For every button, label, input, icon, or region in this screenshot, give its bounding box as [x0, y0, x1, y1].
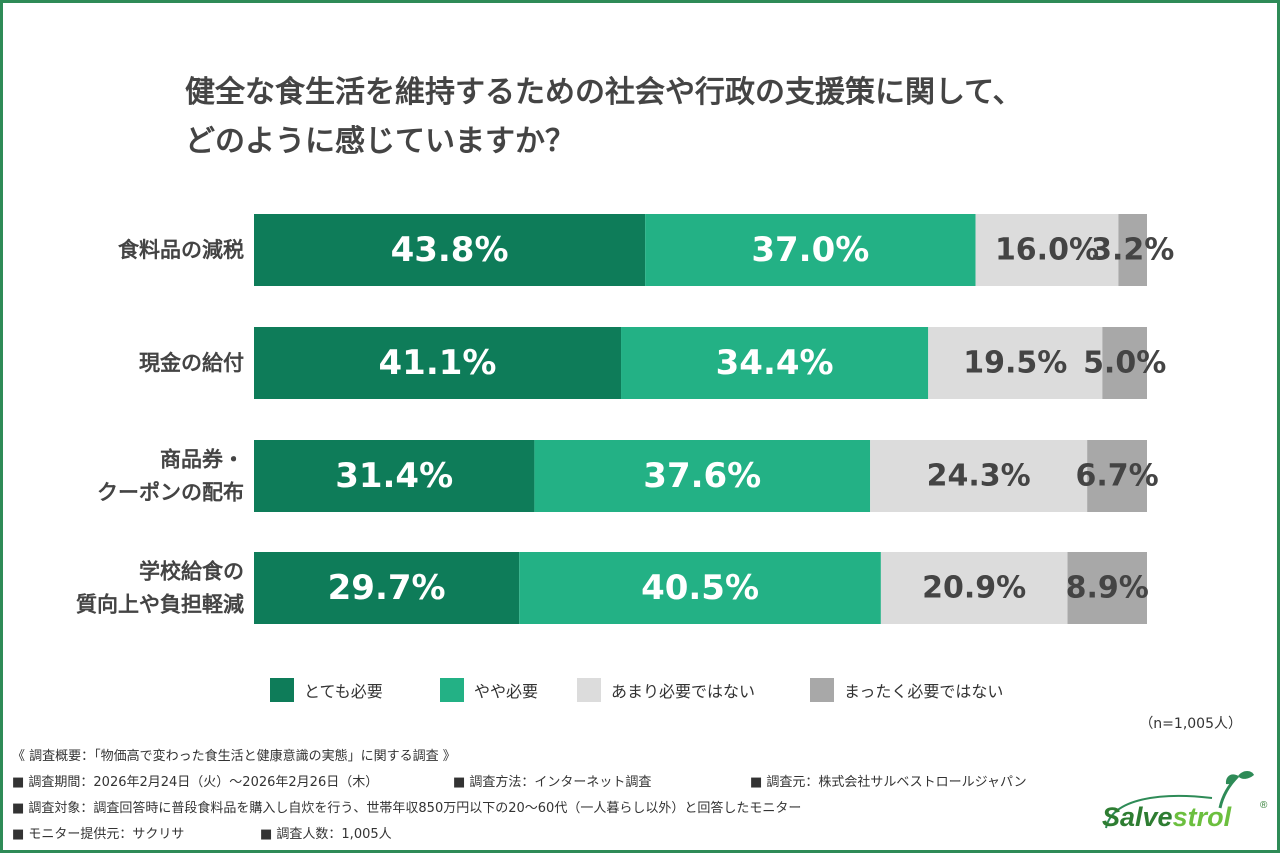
category-label: 食料品の減税: [118, 238, 244, 262]
data-label-somewhat-necessary: 37.6%: [643, 456, 761, 496]
legend-label-not-at-all-necessary: まったく必要ではない: [844, 682, 1004, 701]
category-label: 現金の給付: [139, 351, 244, 375]
chart-title-line-1: 健全な食生活を維持するための社会や行政の支援策に関して、: [185, 75, 1023, 110]
survey-title-note: 《 調査概要：「物価高で変わった食生活と健康意識の実態」に関する調査 》: [12, 749, 456, 764]
data-label-somewhat-necessary: 37.0%: [751, 230, 869, 270]
chart-title-line-2: どのように感じていますか？: [185, 124, 575, 159]
leaf-sprout-icon: [1218, 771, 1254, 809]
logo-wordmark: Salvestrol: [1102, 802, 1232, 832]
data-label-not-at-all-necessary: 5.0%: [1083, 346, 1166, 381]
notes-row-2: ■ 調査期間：2026年2月24日（火）〜2026年2月26日（木） ■ 調査方…: [12, 770, 1102, 796]
legend-swatch-somewhat-necessary: [440, 678, 464, 702]
data-label-very-necessary: 41.1%: [379, 343, 497, 383]
bar-segment-very-necessary: [254, 552, 520, 624]
data-label-somewhat-necessary: 34.4%: [716, 343, 834, 383]
bar-segment-very-necessary: [254, 214, 646, 286]
legend-label-somewhat-necessary: やや必要: [474, 682, 539, 701]
survey-period-note: ■ 調査期間：2026年2月24日（火）〜2026年2月26日（木）: [12, 775, 379, 790]
data-label-somewhat-necessary: 40.5%: [641, 568, 759, 608]
bar-segment-not-very-necessary: [880, 552, 1068, 624]
salvestrol-logo: Salvestrol ®: [1102, 771, 1268, 832]
logo-text-light: strol: [1173, 802, 1232, 832]
data-label-not-at-all-necessary: 6.7%: [1075, 459, 1158, 494]
bar-segment-somewhat-necessary: [534, 440, 871, 512]
legend-swatch-very-necessary: [270, 678, 294, 702]
legend-item-not-at-all-necessary: まったく必要ではない: [810, 678, 1003, 702]
logo-swoosh: [1105, 794, 1213, 829]
legend-label-not-very-necessary: あまり必要ではない: [611, 682, 756, 701]
survey-organizer-note: ■ 調査元：株式会社サルベストロールジャパン: [750, 775, 1027, 790]
data-label-not-at-all-necessary: 8.9%: [1066, 571, 1149, 606]
data-label-not-very-necessary: 16.0%: [995, 233, 1099, 268]
notes-row-1: 《 調査概要：「物価高で変わった食生活と健康意識の実態」に関する調査 》: [12, 744, 1102, 770]
notes-row-4: ■ モニター提供元：サクリサ ■ 調査人数：1,005人: [12, 822, 1102, 848]
survey-target-note: ■ 調査対象：調査回答時に普段食料品を購入し自炊を行う、世帯年収850万円以下の…: [12, 801, 802, 816]
sample-size: （n=1,005人）: [1139, 716, 1242, 732]
legend-item-somewhat-necessary: やや必要: [440, 678, 538, 702]
legend-label-very-necessary: とても必要: [304, 682, 383, 701]
data-label-very-necessary: 43.8%: [391, 230, 509, 270]
data-label-very-necessary: 31.4%: [335, 456, 453, 496]
legend-swatch-not-very-necessary: [577, 678, 601, 702]
bar-segment-not-very-necessary: [928, 327, 1103, 399]
survey-notes: 《 調査概要：「物価高で変わった食生活と健康意識の実態」に関する調査 》 ■ 調…: [12, 744, 1102, 848]
logo-registered-mark: ®: [1260, 800, 1268, 811]
stacked-bar-chart: 食料品の減税 43.8% 37.0% 16.0%3.2% 現金の給付 41.1% 34.4%…: [76, 214, 1174, 624]
bar-segment-very-necessary: [254, 327, 622, 399]
bar-segment-not-at-all-necessary: [1102, 327, 1147, 399]
survey-respondents-note: ■ 調査人数：1,005人: [260, 827, 392, 842]
legend-swatch-not-at-all-necessary: [810, 678, 834, 702]
category-label: 商品券・: [160, 448, 244, 472]
bar-segment-not-at-all-necessary: [1087, 440, 1147, 512]
category-label: 質向上や負担軽減: [76, 593, 244, 617]
data-label-not-at-all-necessary: 3.2%: [1091, 233, 1174, 268]
data-label-not-very-necessary: 20.9%: [922, 571, 1026, 606]
chart-title: 健全な食生活を維持するための社会や行政の支援策に関して、 どのように感じています…: [185, 68, 1185, 166]
data-label-not-very-necessary: 24.3%: [927, 459, 1031, 494]
bar-segment-somewhat-necessary: [519, 552, 881, 624]
bar-segment-somewhat-necessary: [621, 327, 929, 399]
logo-text-dark: Salve: [1102, 802, 1173, 832]
survey-provider-note: ■ モニター提供元：サクリサ: [12, 827, 185, 842]
legend-item-not-very-necessary: あまり必要ではない: [577, 678, 755, 702]
category-label: 学校給食の: [139, 560, 244, 584]
survey-method-note: ■ 調査方法：インターネット調査: [453, 775, 652, 790]
bar-segment-not-very-necessary: [870, 440, 1088, 512]
legend-item-very-necessary: とても必要: [270, 678, 383, 702]
bar-segment-somewhat-necessary: [645, 214, 976, 286]
bar-segment-not-at-all-necessary: [1067, 552, 1147, 624]
data-label-very-necessary: 29.7%: [328, 568, 446, 608]
category-label: クーポンの配布: [97, 481, 244, 505]
notes-row-3: ■ 調査対象：調査回答時に普段食料品を購入し自炊を行う、世帯年収850万円以下の…: [12, 796, 1102, 822]
data-label-not-very-necessary: 19.5%: [963, 346, 1067, 381]
bar-segment-not-at-all-necessary: [1118, 214, 1147, 286]
bar-segment-very-necessary: [254, 440, 535, 512]
bar-segment-not-very-necessary: [975, 214, 1119, 286]
